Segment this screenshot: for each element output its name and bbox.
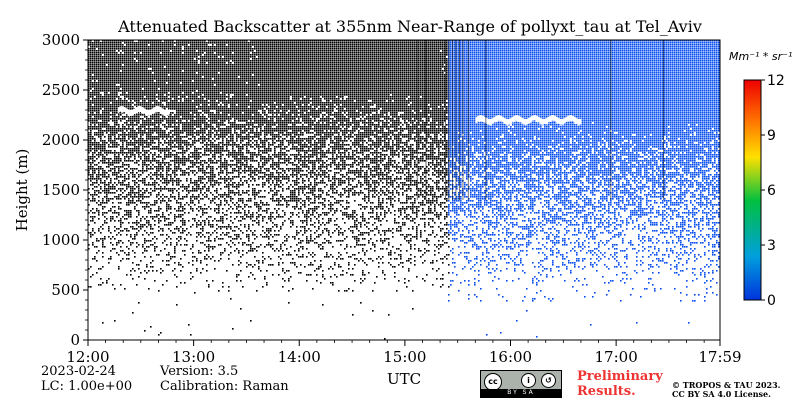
cc-license-icon: cc i ↺ BY SA	[480, 370, 562, 398]
region-noise	[88, 40, 450, 340]
colorbar-tick-label: 3	[767, 238, 776, 254]
vertical-lines	[416, 40, 665, 200]
copyright-line-1: © TROPOS & TAU 2023.	[672, 380, 781, 390]
x-tick-label: 17:59	[698, 348, 741, 366]
preliminary-line-2: Results.	[577, 384, 636, 399]
region-signal	[448, 40, 720, 338]
cc-circle-icon: cc	[484, 373, 502, 391]
colorbar-tick-label: 6	[767, 183, 776, 199]
cloud-layers	[117, 106, 582, 126]
footer-version: Version: 3.5	[160, 364, 239, 379]
chart-title: Attenuated Backscatter at 355nm Near-Ran…	[117, 17, 702, 36]
x-tick-label: 15:00	[383, 348, 426, 366]
colorbar-tick-label: 9	[767, 128, 776, 144]
data-points	[88, 40, 720, 340]
colorbar-ticks: 0 3 6 9 12	[761, 73, 785, 309]
x-tick-label: 14:00	[278, 348, 321, 366]
y-tick-label: 1000	[42, 231, 80, 249]
y-tick-label: 1500	[42, 181, 80, 199]
footer-calibration: Calibration: Raman	[160, 379, 289, 394]
footer-date: 2023-02-24	[41, 364, 116, 379]
cloud-layer	[475, 115, 582, 126]
by-person-icon: i	[521, 373, 536, 388]
copyright-note: © TROPOS & TAU 2023. CC BY SA 4.0 Licens…	[672, 381, 780, 399]
preliminary-line-1: Preliminary	[577, 369, 663, 384]
x-tick-label: 17:00	[595, 348, 638, 366]
cc-badge-text: BY SA	[481, 389, 561, 397]
y-tick-label: 2000	[42, 131, 80, 149]
x-tick-label: 13:00	[172, 348, 215, 366]
cloud-layer	[117, 106, 170, 117]
x-tick-label: 12:00	[66, 348, 109, 366]
colorbar-tick-label: 0	[767, 293, 776, 309]
y-tick-label: 500	[51, 281, 80, 299]
x-axis: 12:00 13:00 14:00 15:00 16:00 17:00 17:59	[66, 340, 742, 366]
x-axis-label: UTC	[387, 370, 421, 388]
preliminary-results-note: Preliminary Results.	[577, 369, 663, 399]
y-tick-label: 0	[70, 331, 80, 349]
y-axis: 0 500 1000 1500 2000 2500 3000	[42, 31, 88, 349]
footer-lc: LC: 1.00e+00	[41, 379, 133, 394]
sharealike-icon: ↺	[541, 373, 556, 388]
y-axis-label: Height (m)	[13, 149, 31, 232]
y-tick-label: 2500	[42, 81, 80, 99]
copyright-line-2: CC BY SA 4.0 License.	[672, 389, 771, 399]
colorbar	[743, 79, 762, 301]
y-tick-label: 3000	[42, 31, 80, 49]
colorbar-unit: Mm⁻¹ * sr⁻¹	[729, 50, 792, 63]
colorbar-tick-label: 12	[767, 73, 785, 89]
x-tick-label: 16:00	[489, 348, 532, 366]
